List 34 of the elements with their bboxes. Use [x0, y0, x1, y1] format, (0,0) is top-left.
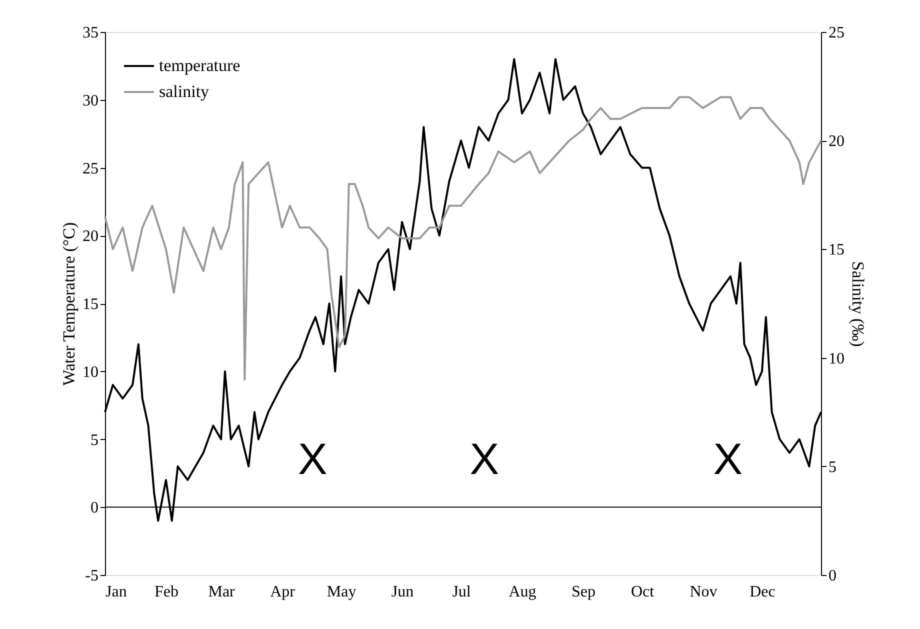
annotation: X — [298, 434, 328, 484]
x-tick-label: Dec — [750, 584, 776, 600]
x-tick-label: Jan — [106, 584, 127, 600]
x-tick-label: Jun — [391, 584, 414, 600]
x-tick-label: Oct — [630, 584, 655, 600]
y-tick-label: 30 — [82, 92, 98, 110]
annotation: X — [713, 434, 743, 484]
x-tick-label: Feb — [154, 584, 178, 600]
x-tick-label: Sep — [571, 584, 596, 600]
x-tick-label: Jul — [452, 584, 472, 600]
y2-tick-label: 10 — [828, 350, 844, 368]
y2-tick-label: 5 — [828, 458, 836, 476]
y-tick-label: 10 — [82, 364, 98, 381]
y2-tick-label: 25 — [828, 24, 844, 42]
legend-label: temperature — [159, 56, 240, 75]
x-tick-label: May — [326, 584, 356, 600]
y2-axis-title: Salinity (‰) — [848, 261, 868, 347]
x-tick-label: Apr — [270, 584, 296, 600]
x-tick-label: Mar — [208, 584, 236, 600]
y2-tick-label: 20 — [828, 133, 844, 150]
y2-tick-label: 0 — [828, 568, 836, 584]
y-tick-label: -5 — [85, 568, 98, 584]
legend-label: salinity — [159, 82, 210, 101]
x-tick-label: Aug — [508, 584, 536, 600]
y-axis-title: Water Temperature (°C) — [60, 222, 78, 386]
y2-tick-label: 15 — [828, 242, 844, 259]
y-tick-label: 15 — [82, 296, 98, 313]
annotation: X — [470, 434, 500, 484]
x-tick-label: Nov — [690, 584, 718, 600]
y-tick-label: 0 — [90, 500, 98, 517]
y-tick-label: 20 — [82, 228, 98, 246]
y-tick-label: 35 — [82, 24, 98, 42]
y-tick-label: 5 — [90, 432, 98, 449]
y-tick-label: 25 — [82, 160, 98, 178]
